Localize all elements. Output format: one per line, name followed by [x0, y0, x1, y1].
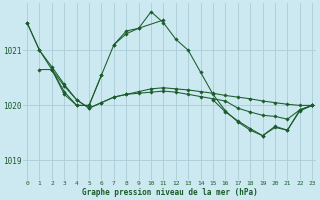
X-axis label: Graphe pression niveau de la mer (hPa): Graphe pression niveau de la mer (hPa): [82, 188, 258, 197]
